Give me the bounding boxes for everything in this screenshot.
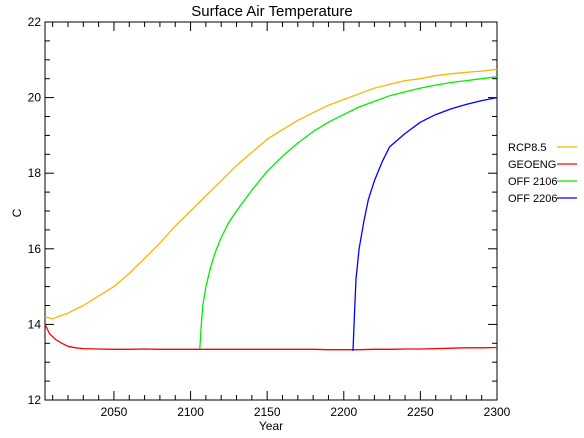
x-tick-label: 2200 [330, 405, 357, 419]
legend-label-geoeng: GEOENG [508, 159, 556, 171]
series-line-geoeng [44, 324, 498, 351]
chart-title: Surface Air Temperature [191, 3, 352, 20]
legend-label-off-2206: OFF 2206 [508, 193, 558, 205]
series-line-off-2106 [199, 76, 498, 350]
x-tick-label: 2050 [101, 405, 128, 419]
y-tick-label: 22 [28, 15, 42, 29]
series-line-rcp8-5 [44, 68, 498, 320]
legend: RCP8.5 GEOENG OFF 2106 OFF 2206 [508, 142, 577, 205]
y-tick-label: 14 [28, 317, 42, 331]
y-tick-label: 12 [28, 393, 42, 407]
x-tick-label: 2150 [254, 405, 281, 419]
plot-frame [44, 21, 498, 401]
x-tick-label: 2100 [177, 405, 204, 419]
x-axis-label: Year [259, 419, 283, 433]
x-tick-label: 2300 [484, 405, 511, 419]
y-axis-label: C [10, 208, 24, 217]
y-tick-label: 18 [28, 166, 42, 180]
series-line-off-2206 [352, 96, 498, 351]
axis-ticks: 2050 2100 2150 2200 2250 2300 12 14 16 18 20 22 [28, 15, 511, 419]
legend-label-rcp8-5: RCP8.5 [508, 142, 547, 154]
y-tick-label: 20 [28, 91, 42, 105]
y-tick-label: 16 [28, 242, 42, 256]
legend-label-off-2106: OFF 2106 [508, 176, 558, 188]
x-tick-label: 2250 [407, 405, 434, 419]
series-lines [44, 68, 498, 351]
